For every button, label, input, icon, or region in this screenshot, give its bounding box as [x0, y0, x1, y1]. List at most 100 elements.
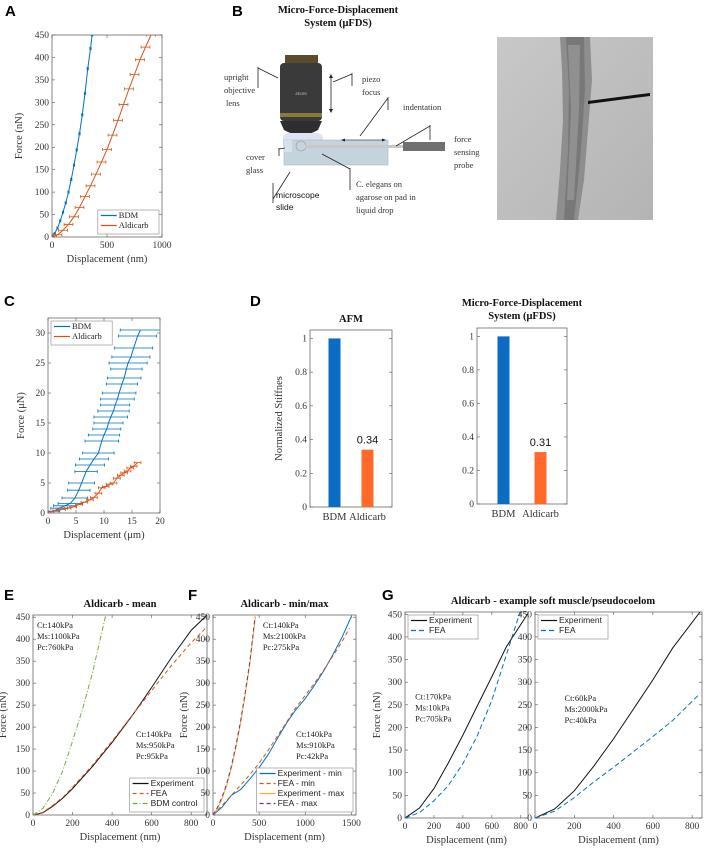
error-bar	[56, 226, 59, 230]
chart-title: Aldicarb - mean	[84, 599, 157, 610]
label-force: force	[454, 134, 472, 144]
error-bar	[119, 328, 160, 332]
y-tick-label: 50	[40, 211, 50, 221]
y-tick-label: 1	[469, 332, 474, 342]
x-axis-label: Displacement (nm)	[244, 832, 325, 843]
x-tick-label: 500	[100, 241, 115, 251]
label-cover: cover	[246, 152, 265, 162]
diagram-title-line1: Micro-Force-Displacement	[278, 5, 399, 16]
series-line	[33, 615, 207, 815]
label-piezo: piezo	[362, 74, 380, 84]
annotation-text: Pc:705kPa	[415, 713, 452, 723]
error-bar	[63, 222, 74, 226]
y-tick-label: 350	[196, 657, 211, 667]
label-agarose: agarose on pad in	[356, 192, 416, 202]
error-bar	[69, 215, 79, 219]
y-tick-label: 300	[388, 678, 403, 688]
y-tick-label: 0	[527, 814, 532, 824]
error-bar	[72, 163, 76, 167]
error-bar	[110, 367, 143, 371]
y-tick-label: 400	[518, 633, 533, 643]
series-line	[405, 612, 521, 818]
y-tick-label: 150	[35, 166, 50, 176]
y-tick-label: 30	[36, 329, 46, 339]
x-tick-label: 0	[403, 822, 408, 832]
x-tick-label: 0	[50, 241, 55, 251]
error-bar	[52, 235, 57, 237]
error-bar	[82, 451, 115, 455]
x-tick-label: 0	[533, 822, 538, 832]
plot-area	[476, 327, 568, 505]
error-bar	[101, 485, 110, 489]
error-bar	[113, 476, 121, 480]
x-tick-label: 400	[105, 819, 120, 829]
x-category-label: BDM	[492, 509, 517, 520]
series-fea	[405, 612, 521, 818]
y-tick-label: 400	[35, 53, 50, 63]
diagram-title-line2: System (μFDS)	[304, 18, 372, 29]
error-bar	[100, 403, 131, 407]
legend-entry: BDM	[72, 321, 92, 331]
panel-label-c: C	[4, 293, 15, 310]
x-tick-label: 800	[184, 819, 199, 829]
error-bar	[86, 67, 89, 71]
x-tick-label: 800	[514, 822, 529, 832]
x-tick-label: 200	[567, 822, 582, 832]
y-tick-label: 450	[518, 610, 533, 620]
label-upright: upright	[224, 72, 249, 82]
annotation-text: Ct:140kPa	[296, 729, 332, 739]
series-line	[53, 329, 141, 512]
y-tick-label: 150	[518, 746, 533, 756]
error-bar	[75, 463, 105, 467]
y-tick-label: 20	[36, 389, 46, 399]
plot-area	[404, 611, 529, 819]
error-bar	[114, 346, 154, 350]
series-experiment	[535, 612, 701, 818]
y-tick-label: 250	[518, 701, 533, 711]
y-tick-label: 15	[36, 419, 46, 429]
y-axis-label: Force (nN)	[179, 691, 190, 738]
x-axis-label: Displacement (nm)	[578, 835, 659, 846]
y-tick-label: 200	[388, 723, 403, 733]
error-bar	[67, 190, 70, 194]
series-bdm-control	[33, 615, 107, 815]
bar-bdm	[328, 338, 341, 507]
y-tick-label: 350	[388, 656, 403, 666]
chart-title: Micro-Force-Displacement	[462, 298, 583, 309]
series-experiment	[33, 615, 207, 815]
y-tick-label: 250	[35, 121, 50, 131]
legend-entry: FEA	[559, 625, 576, 635]
panel-label-b: B	[232, 3, 243, 20]
legend-entry: FEA - min	[278, 778, 316, 788]
x-category-label: BDM	[323, 512, 348, 523]
error-bar	[107, 133, 118, 137]
bar-aldicarb	[361, 449, 374, 507]
force-probe-drawing	[403, 142, 445, 151]
error-bar	[78, 132, 81, 136]
error-bar	[106, 376, 142, 380]
series-bdm	[52, 35, 94, 237]
error-bar	[64, 201, 67, 205]
x-category-label: Aldicarb	[522, 509, 559, 520]
x-tick-label: 15	[127, 517, 137, 527]
series-experiment	[405, 613, 528, 818]
legend-entry: FEA - max	[278, 798, 318, 808]
annotation-text: Ct:140kPa	[37, 620, 73, 630]
x-axis-label: Displacement (nm)	[426, 835, 507, 846]
label-liquid-drop: liquid drop	[356, 205, 394, 215]
leader-lines	[257, 67, 431, 203]
y-tick-label: 0	[25, 811, 30, 821]
plot-area	[51, 34, 163, 238]
x-tick-label: 400	[456, 822, 471, 832]
error-bar	[93, 415, 128, 419]
y-tick-label: 1	[302, 334, 307, 344]
error-bar	[92, 427, 122, 431]
error-bar	[67, 488, 91, 492]
y-tick-label: 150	[196, 745, 211, 755]
y-tick-label: 50	[201, 789, 211, 799]
x-tick-label: 400	[606, 822, 621, 832]
annotation-text: Ct:140kPa	[136, 729, 172, 739]
error-bar	[87, 433, 121, 437]
